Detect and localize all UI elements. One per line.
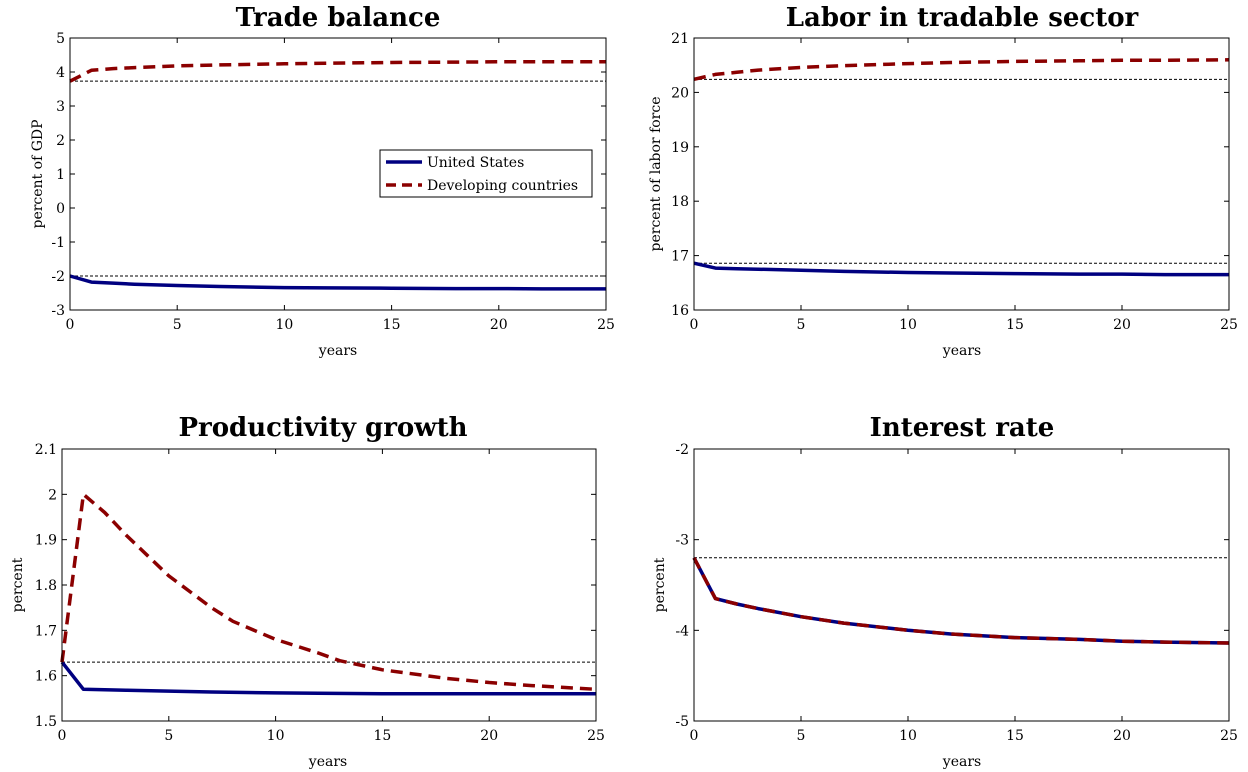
- x-axis-label: years: [308, 754, 347, 770]
- y-tick-label: -1: [51, 235, 65, 251]
- legend: United States Developing countries: [379, 149, 593, 198]
- panel-interest-rate: Interest rate percent years 0 5 10 15 20 25 -5…: [652, 413, 1238, 770]
- x-tick-label: 0: [66, 317, 75, 333]
- x-tick-label: 5: [797, 317, 806, 333]
- x-tick-label: 10: [275, 317, 293, 333]
- y-tick-label: 2: [56, 133, 65, 149]
- y-tick-label: 18: [671, 194, 689, 210]
- y-tick-label: 1.9: [35, 533, 57, 549]
- chart-title: Productivity growth: [178, 413, 467, 443]
- y-tick-label: -2: [51, 269, 65, 285]
- legend-box: [379, 149, 593, 198]
- legend-label-dev: Developing countries: [427, 178, 578, 194]
- y-tick-label: -2: [675, 442, 689, 458]
- x-tick-label: 5: [164, 728, 173, 744]
- x-tick-label: 25: [1220, 317, 1238, 333]
- x-tick-label: 10: [267, 728, 285, 744]
- series-line-developing: [60, 492, 597, 692]
- x-tick-label: 0: [58, 728, 67, 744]
- legend-label-us: United States: [427, 155, 524, 171]
- x-tick-label: 25: [587, 728, 605, 744]
- x-tick-label: 20: [480, 728, 498, 744]
- x-tick-label: 0: [690, 317, 699, 333]
- x-tick-label: 5: [797, 728, 806, 744]
- y-tick-label: 21: [671, 31, 689, 47]
- series-line-developing: [69, 60, 606, 83]
- series-line-us: [60, 661, 596, 696]
- x-tick-label: 15: [383, 317, 401, 333]
- chart-title: Interest rate: [870, 413, 1055, 443]
- panel-trade-balance: Trade balance percent of GDP years 0 5 10 1…: [30, 3, 615, 359]
- x-axis-label: years: [942, 754, 981, 770]
- x-tick-label: 15: [1006, 728, 1024, 744]
- y-tick-label: 0: [56, 201, 65, 217]
- y-tick-label: 2: [48, 487, 57, 503]
- axes-frame: [693, 37, 1230, 311]
- x-tick-label: 15: [1006, 317, 1024, 333]
- y-tick-label: 19: [671, 140, 689, 156]
- plot-area: 0 5 10 15 20 25 -5 -4 -3 -2: [675, 442, 1238, 744]
- y-tick-label: -5: [675, 714, 689, 730]
- y-tick-label: 3: [56, 99, 65, 115]
- y-tick-label: 1: [56, 167, 65, 183]
- y-tick-label: 1.6: [35, 669, 57, 685]
- series-line-us: [693, 261, 1229, 277]
- x-axis-label: years: [318, 343, 357, 359]
- x-tick-label: 10: [899, 317, 917, 333]
- x-tick-label: 25: [597, 317, 615, 333]
- series-line-developing: [692, 556, 1230, 645]
- plot-area: 0 5 10 15 20 25 -3 -2 -1 0 1 2 3 4 5: [51, 31, 615, 333]
- axes-frame: [693, 448, 1230, 722]
- y-axis-label: percent: [652, 557, 668, 612]
- x-tick-label: 20: [1113, 728, 1131, 744]
- y-axis-label: percent of labor force: [648, 96, 664, 251]
- y-tick-label: 1.5: [35, 714, 57, 730]
- panel-productivity-growth: Productivity growth percent years 0 5 10 15…: [10, 413, 605, 770]
- chart-title: Trade balance: [236, 3, 441, 33]
- y-tick-label: -3: [51, 303, 65, 319]
- series-line-us: [692, 556, 1230, 645]
- y-tick-label: -4: [675, 623, 689, 639]
- y-tick-label: 5: [56, 31, 65, 47]
- axes-frame: [61, 448, 597, 722]
- y-tick-label: -3: [675, 533, 689, 549]
- x-tick-label: 0: [690, 728, 699, 744]
- y-tick-label: 20: [671, 85, 689, 101]
- plot-area: 0 5 10 15 20 25 1.5 1.6 1.7 1.8 1.9 2 2.1: [35, 442, 605, 744]
- panel-labor-tradable: Labor in tradable sector percent of labo…: [648, 3, 1238, 359]
- chart-title: Labor in tradable sector: [786, 3, 1139, 33]
- x-axis-label: years: [942, 343, 981, 359]
- y-tick-label: 1.7: [35, 623, 57, 639]
- y-tick-label: 1.8: [35, 578, 57, 594]
- y-axis-label: percent: [10, 557, 26, 612]
- x-tick-label: 20: [490, 317, 508, 333]
- y-tick-label: 4: [56, 65, 65, 81]
- x-tick-label: 25: [1220, 728, 1238, 744]
- axes-frame: [69, 37, 607, 311]
- y-tick-label: 17: [671, 249, 689, 265]
- series-line-developing: [693, 58, 1230, 82]
- x-tick-label: 5: [173, 317, 182, 333]
- x-tick-label: 10: [899, 728, 917, 744]
- plot-area: 0 5 10 15 20 25 16 17 18 19 20 21: [671, 31, 1238, 333]
- y-axis-label: percent of GDP: [30, 119, 46, 228]
- series-line-us: [69, 274, 606, 291]
- x-tick-label: 15: [373, 728, 391, 744]
- y-tick-label: 2.1: [35, 442, 57, 458]
- x-tick-label: 20: [1113, 317, 1131, 333]
- y-tick-label: 16: [671, 303, 689, 319]
